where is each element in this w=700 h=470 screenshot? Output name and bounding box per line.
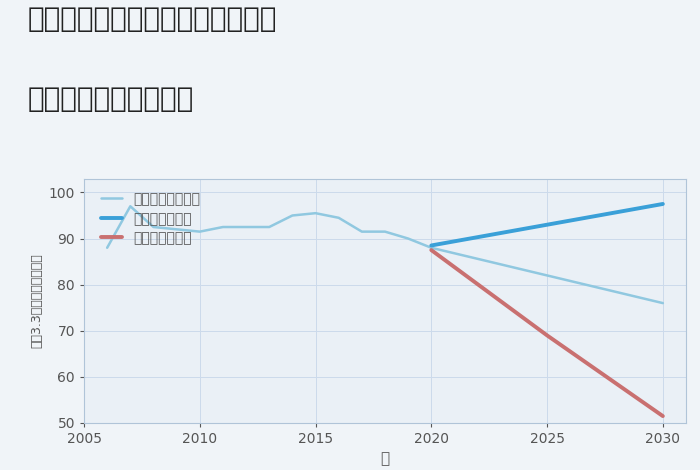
- Legend: ノーマルシナリオ, グッドシナリオ, バッドシナリオ: ノーマルシナリオ, グッドシナリオ, バッドシナリオ: [97, 188, 204, 250]
- ノーマルシナリオ: [126, 204, 134, 209]
- グッドシナリオ: [427, 243, 435, 248]
- Y-axis label: 坪（3.3㎡）単価（万円）: 坪（3.3㎡）単価（万円）: [30, 253, 43, 348]
- ノーマルシナリオ: [312, 211, 320, 216]
- グッドシナリオ: [543, 222, 552, 227]
- ノーマルシナリオ: [404, 236, 412, 242]
- X-axis label: 年: 年: [380, 452, 390, 467]
- ノーマルシナリオ: [172, 227, 181, 232]
- バッドシナリオ: [659, 413, 667, 419]
- Line: バッドシナリオ: バッドシナリオ: [431, 250, 663, 416]
- バッドシナリオ: [543, 333, 552, 338]
- ノーマルシナリオ: [242, 224, 251, 230]
- Text: 中古戸建ての価格推移: 中古戸建ての価格推移: [28, 85, 195, 113]
- ノーマルシナリオ: [288, 212, 297, 218]
- バッドシナリオ: [427, 247, 435, 253]
- ノーマルシナリオ: [381, 229, 389, 235]
- Line: ノーマルシナリオ: ノーマルシナリオ: [107, 206, 431, 248]
- Line: グッドシナリオ: グッドシナリオ: [431, 204, 663, 245]
- グッドシナリオ: [659, 201, 667, 207]
- ノーマルシナリオ: [195, 229, 204, 235]
- ノーマルシナリオ: [265, 224, 274, 230]
- ノーマルシナリオ: [218, 224, 227, 230]
- ノーマルシナリオ: [335, 215, 343, 220]
- ノーマルシナリオ: [427, 245, 435, 251]
- ノーマルシナリオ: [103, 245, 111, 251]
- Text: 兵庫県姫路市飾磨区英賀清水町の: 兵庫県姫路市飾磨区英賀清水町の: [28, 5, 277, 33]
- ノーマルシナリオ: [149, 224, 158, 230]
- ノーマルシナリオ: [358, 229, 366, 235]
